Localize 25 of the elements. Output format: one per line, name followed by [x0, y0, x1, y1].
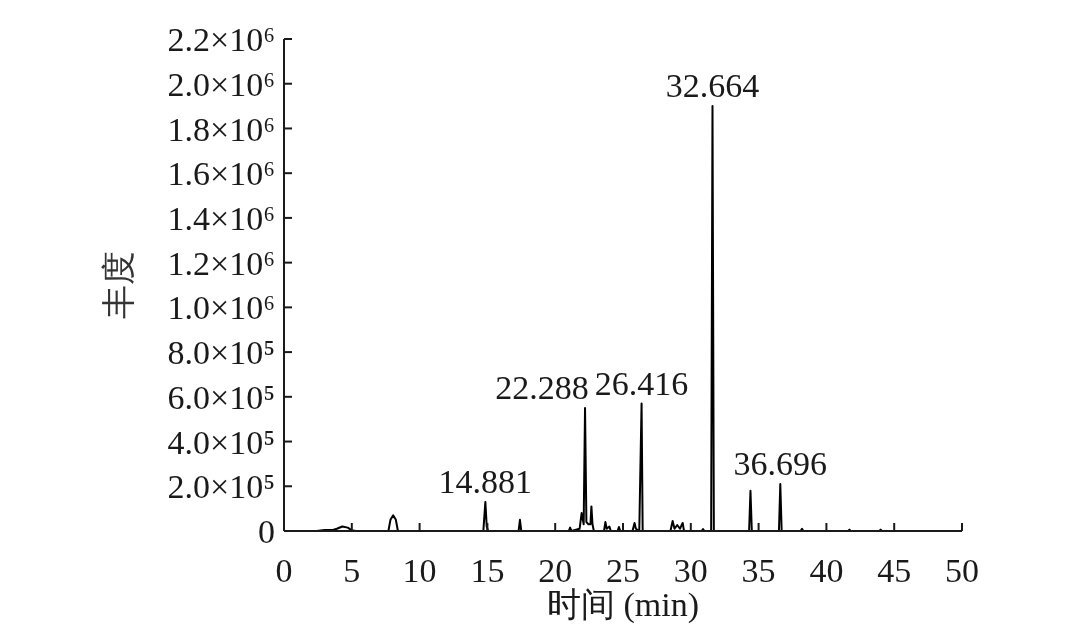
y-tick-label: 2.2×10⁶ [167, 21, 275, 59]
y-tick-label: 2.0×10⁶ [167, 65, 275, 103]
y-tick-label: 1.0×10⁶ [167, 289, 275, 327]
x-tick-label: 10 [402, 552, 437, 590]
annotation: 32.664 [665, 67, 760, 105]
annotation: 26.416 [594, 364, 689, 402]
y-tick-label: 4.0×10⁵ [167, 423, 275, 461]
x-tick-label: 35 [741, 552, 776, 590]
annotation: 36.696 [733, 445, 828, 483]
x-tick-label: 45 [877, 552, 912, 590]
y-tick-label: 8.0×10⁵ [167, 334, 275, 372]
annotation: 22.288 [495, 369, 589, 406]
y-tick-label: 6.0×10⁵ [167, 378, 275, 416]
x-tick-label: 5 [343, 552, 361, 590]
y-tick-label: 1.2×10⁶ [167, 244, 275, 282]
annotation: 14.881 [438, 462, 533, 500]
y-tick-label: 1.8×10⁶ [167, 110, 275, 148]
y-tick-label: 1.4×10⁶ [167, 199, 275, 237]
x-tick-label: 50 [945, 552, 979, 590]
y-tick-label: 2.0×10⁵ [167, 468, 275, 506]
x-tick-label: 40 [809, 552, 844, 590]
y-tick-label: 0 [258, 513, 275, 551]
y-tick-label: 1.6×10⁶ [167, 155, 275, 193]
x-tick-label: 15 [470, 552, 505, 590]
y-axis-title: 丰度 [99, 251, 137, 319]
